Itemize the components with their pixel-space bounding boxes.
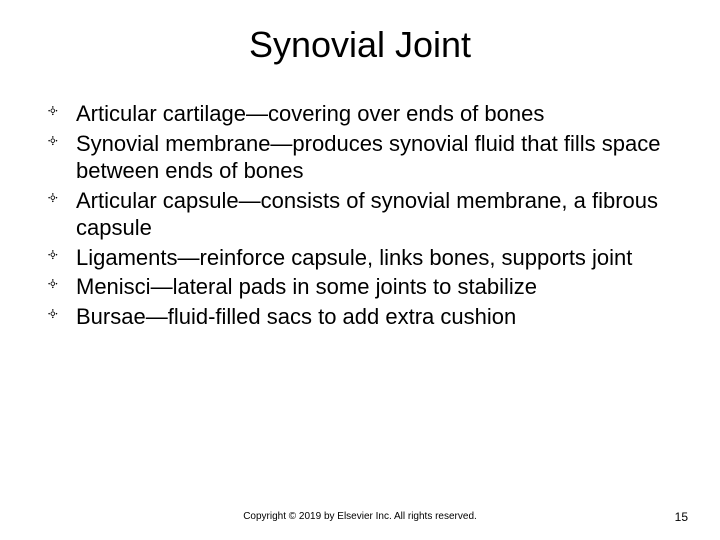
page-number: 15	[675, 510, 688, 524]
list-item: ༓ Articular cartilage—covering over ends…	[48, 100, 672, 128]
list-item: ༓ Menisci—lateral pads in some joints to…	[48, 273, 672, 301]
list-item-text: Articular capsule—consists of synovial m…	[76, 188, 658, 241]
list-item-text: Ligaments—reinforce capsule, links bones…	[76, 245, 632, 270]
list-item-text: Articular cartilage—covering over ends o…	[76, 101, 544, 126]
list-item: ༓ Articular capsule—consists of synovial…	[48, 187, 672, 242]
bullet-icon: ༓	[48, 275, 58, 295]
slide-body: ༓ Articular cartilage—covering over ends…	[48, 100, 672, 332]
list-item: ༓ Synovial membrane—produces synovial fl…	[48, 130, 672, 185]
bullet-icon: ༓	[48, 246, 58, 266]
slide: Synovial Joint ༓ Articular cartilage—cov…	[0, 0, 720, 540]
list-item-text: Synovial membrane—produces synovial flui…	[76, 131, 661, 184]
bullet-icon: ༓	[48, 305, 58, 325]
bullet-icon: ༓	[48, 102, 58, 122]
bullet-icon: ༓	[48, 189, 58, 209]
copyright-footer: Copyright © 2019 by Elsevier Inc. All ri…	[0, 511, 720, 522]
list-item: ༓ Bursae—fluid-filled sacs to add extra …	[48, 303, 672, 331]
bullet-icon: ༓	[48, 132, 58, 152]
list-item-text: Menisci—lateral pads in some joints to s…	[76, 274, 537, 299]
list-item-text: Bursae—fluid-filled sacs to add extra cu…	[76, 304, 516, 329]
slide-title: Synovial Joint	[0, 24, 720, 66]
bullet-list: ༓ Articular cartilage—covering over ends…	[48, 100, 672, 330]
list-item: ༓ Ligaments—reinforce capsule, links bon…	[48, 244, 672, 272]
